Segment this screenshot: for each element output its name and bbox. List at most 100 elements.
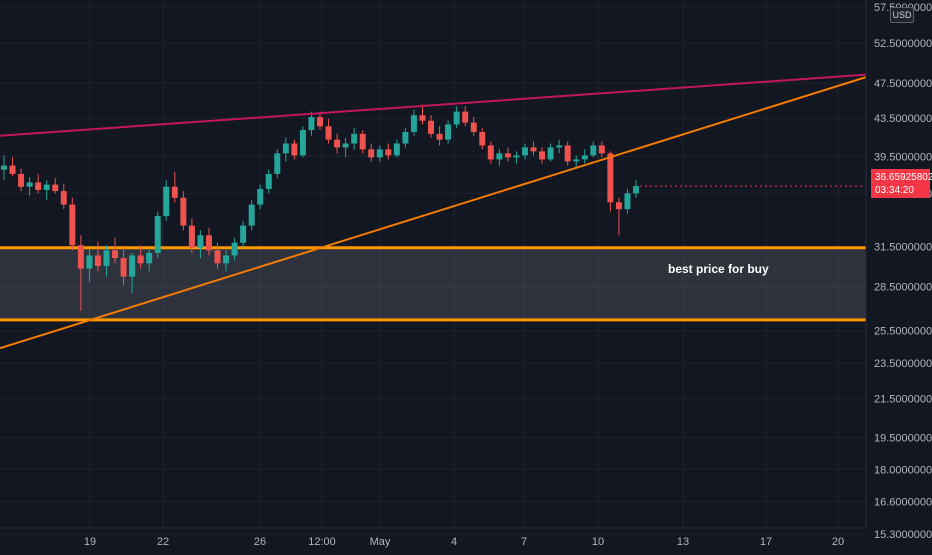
- candle-body: [556, 145, 563, 148]
- candle-body: [52, 184, 59, 192]
- y-tick-label: 23.50000000: [874, 358, 932, 370]
- candle-body: [26, 182, 33, 187]
- y-tick-label: 31.50000000: [874, 242, 932, 254]
- candle: [513, 151, 520, 164]
- grid: [0, 0, 866, 535]
- candle-body: [214, 250, 221, 264]
- candle: [547, 143, 554, 162]
- candle-body: [77, 245, 84, 269]
- candle: [342, 137, 349, 158]
- x-tick-label: 13: [677, 536, 689, 548]
- x-tick-label: 10: [592, 536, 604, 548]
- candle: [171, 171, 178, 203]
- candle-body: [385, 149, 392, 156]
- candle-body: [376, 149, 383, 158]
- x-tick-label: 20: [832, 536, 844, 548]
- x-tick-label: 17: [760, 536, 772, 548]
- candle: [556, 139, 563, 154]
- x-tick-label: 12:00: [308, 536, 336, 548]
- candle-body: [436, 133, 443, 140]
- candle-body: [410, 115, 417, 132]
- candle-body: [564, 145, 571, 162]
- candle: [265, 169, 272, 194]
- candle: [590, 141, 597, 158]
- candle: [18, 168, 25, 192]
- y-tick-label: 28.50000000: [874, 281, 932, 293]
- candle-body: [257, 188, 264, 205]
- candle: [453, 106, 460, 129]
- candle: [146, 247, 153, 272]
- y-tick-label: 25.50000000: [874, 326, 932, 338]
- candle: [103, 245, 110, 277]
- y-tick-label: 18.00000000: [874, 464, 932, 476]
- x-tick-label: 19: [84, 536, 96, 548]
- candle-body: [240, 225, 247, 243]
- candle: [60, 183, 67, 210]
- candle: [487, 141, 494, 164]
- candle: [624, 188, 631, 214]
- candle-body: [35, 182, 42, 191]
- candle: [205, 227, 212, 256]
- candle: [69, 197, 76, 251]
- y-tick-label: 16.60000000: [874, 497, 932, 509]
- currency-badge[interactable]: USD: [890, 7, 914, 23]
- candle: [282, 137, 289, 162]
- candle: [385, 143, 392, 160]
- candle: [419, 104, 426, 125]
- candle: [530, 141, 537, 156]
- candle: [1, 155, 7, 181]
- x-tick-label: 7: [521, 536, 527, 548]
- candle: [581, 149, 588, 164]
- y-tick-label: 19.50000000: [874, 432, 932, 444]
- y-tick-label: 52.50000000: [874, 38, 932, 50]
- buy-zone-label: best price for buy: [668, 262, 769, 276]
- candle: [248, 200, 255, 231]
- candle-body: [43, 184, 50, 191]
- candle: [26, 177, 33, 196]
- candle: [35, 173, 42, 194]
- candle-body: [581, 155, 588, 160]
- candle-body: [188, 225, 195, 248]
- candle: [351, 128, 358, 150]
- candle-body: [428, 120, 435, 134]
- candle: [308, 111, 315, 136]
- candle: [163, 180, 170, 221]
- candle: [402, 128, 409, 148]
- upper-resistance-trendline[interactable]: [0, 73, 867, 137]
- candle-body: [615, 202, 622, 210]
- x-tick-label: 4: [451, 536, 457, 548]
- candle: [52, 178, 59, 194]
- candle-body: [539, 151, 546, 160]
- buy-zone[interactable]: [0, 247, 866, 320]
- trendlines: [0, 73, 867, 350]
- candle-body: [573, 159, 580, 162]
- zone-layer: best price for buy: [0, 246, 866, 322]
- y-tick-label: 47.50000000: [874, 78, 932, 90]
- candle-body: [530, 147, 537, 152]
- candle: [197, 230, 204, 259]
- candle: [86, 249, 93, 283]
- candle: [633, 180, 639, 198]
- candle-body: [282, 143, 289, 154]
- candle: [188, 218, 195, 253]
- candle-body: [445, 124, 452, 140]
- candle-body: [487, 145, 494, 160]
- candle-body: [351, 133, 358, 144]
- candle-body: [598, 145, 605, 154]
- candle: [445, 120, 452, 144]
- candle-body: [129, 255, 136, 277]
- x-tick-label: 26: [254, 536, 266, 548]
- x-tick-label: 22: [157, 536, 169, 548]
- candle-body: [624, 193, 631, 210]
- candle: [573, 155, 580, 168]
- candle: [376, 145, 383, 162]
- candle-body: [171, 186, 178, 198]
- candle: [223, 250, 230, 272]
- candle: [470, 117, 477, 136]
- candle-body: [504, 153, 511, 158]
- rising-support-trendline[interactable]: [0, 76, 867, 350]
- candle-body: [103, 250, 110, 266]
- candle: [9, 157, 16, 177]
